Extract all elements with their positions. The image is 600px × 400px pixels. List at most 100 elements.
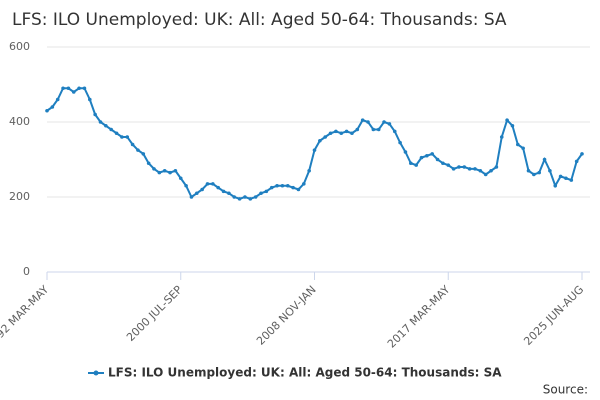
legend-label: LFS: ILO Unemployed: UK: All: Aged 50-64… — [108, 366, 502, 380]
data-point — [216, 185, 220, 190]
data-point — [457, 165, 461, 169]
data-point — [221, 189, 226, 194]
data-point — [237, 197, 242, 201]
data-point — [371, 127, 376, 132]
data-point — [564, 176, 568, 181]
data-point — [419, 155, 424, 160]
data-point — [243, 195, 247, 199]
data-point — [355, 127, 360, 132]
data-point — [318, 138, 322, 143]
data-point — [558, 174, 563, 179]
data-line — [46, 87, 583, 200]
data-point — [98, 120, 103, 124]
y-tick-label: 0 — [23, 265, 30, 278]
data-point — [253, 195, 258, 199]
data-point — [157, 170, 162, 175]
data-point — [334, 129, 338, 134]
data-point — [403, 150, 408, 154]
data-point — [392, 129, 397, 134]
data-point — [328, 131, 333, 136]
data-point — [430, 152, 435, 156]
data-point — [120, 135, 124, 139]
data-point — [510, 123, 515, 128]
data-point — [451, 167, 456, 171]
data-point — [425, 153, 429, 158]
data-point — [264, 189, 269, 194]
data-point — [50, 105, 55, 109]
data-point — [387, 122, 392, 126]
data-point — [88, 97, 92, 102]
data-point — [376, 127, 381, 132]
data-point — [66, 86, 71, 91]
data-point — [307, 168, 311, 173]
data-point — [537, 170, 541, 175]
data-point — [130, 142, 135, 147]
y-tick-label: 200 — [9, 190, 30, 203]
data-point — [285, 183, 290, 188]
data-point — [146, 161, 151, 166]
data-point — [302, 182, 306, 186]
data-point — [312, 148, 317, 152]
data-point — [494, 165, 499, 169]
data-point — [339, 131, 344, 136]
data-point — [360, 118, 365, 122]
data-point — [574, 159, 579, 164]
data-point — [462, 165, 467, 169]
data-point — [532, 172, 536, 177]
data-point — [232, 195, 237, 199]
data-point — [478, 168, 483, 173]
data-point — [275, 183, 279, 188]
x-tick-label: 2017 MAR-MAY — [385, 283, 453, 351]
x-tick-label: 2025 JUN-AUG — [521, 283, 586, 348]
data-point — [323, 135, 328, 139]
data-point — [382, 120, 386, 124]
data-point — [269, 185, 274, 190]
data-point — [211, 182, 215, 186]
legend-marker — [93, 370, 99, 376]
data-point — [109, 127, 113, 132]
data-point — [141, 152, 146, 156]
data-point — [184, 183, 188, 188]
data-point — [114, 131, 119, 136]
data-point — [104, 123, 108, 128]
data-point — [291, 185, 295, 190]
data-point — [93, 112, 97, 117]
data-point — [553, 183, 558, 188]
data-point — [366, 120, 370, 124]
data-point — [499, 135, 504, 139]
data-point — [505, 118, 509, 122]
data-point — [350, 131, 354, 136]
data-point — [195, 191, 199, 196]
data-point — [248, 197, 253, 201]
data-point — [61, 86, 65, 91]
data-point — [526, 168, 531, 173]
data-point — [152, 167, 156, 171]
data-point — [125, 135, 130, 139]
data-point — [173, 168, 178, 173]
data-point — [569, 178, 574, 182]
data-point — [489, 168, 493, 173]
data-point — [467, 167, 472, 171]
data-point — [82, 86, 87, 91]
data-point — [441, 161, 445, 166]
data-point — [516, 142, 520, 147]
data-point — [77, 86, 81, 91]
chart-title: LFS: ILO Unemployed: UK: All: Aged 50-64… — [12, 10, 507, 30]
data-point — [259, 191, 263, 196]
data-point — [168, 170, 172, 175]
data-point — [136, 148, 140, 152]
data-point — [414, 163, 418, 167]
data-point — [483, 172, 488, 177]
x-tick-label: 2008 NOV-JAN — [254, 283, 319, 348]
data-point — [227, 191, 231, 196]
data-point — [435, 157, 440, 162]
y-tick-label: 600 — [9, 40, 30, 53]
data-point — [398, 140, 402, 145]
data-point — [178, 176, 183, 181]
data-point — [71, 90, 76, 94]
x-tick-label: 2000 JUL-SEP — [124, 283, 185, 344]
data-point — [162, 168, 167, 173]
data-point — [55, 97, 60, 102]
data-point — [521, 146, 525, 151]
data-point — [200, 187, 204, 192]
